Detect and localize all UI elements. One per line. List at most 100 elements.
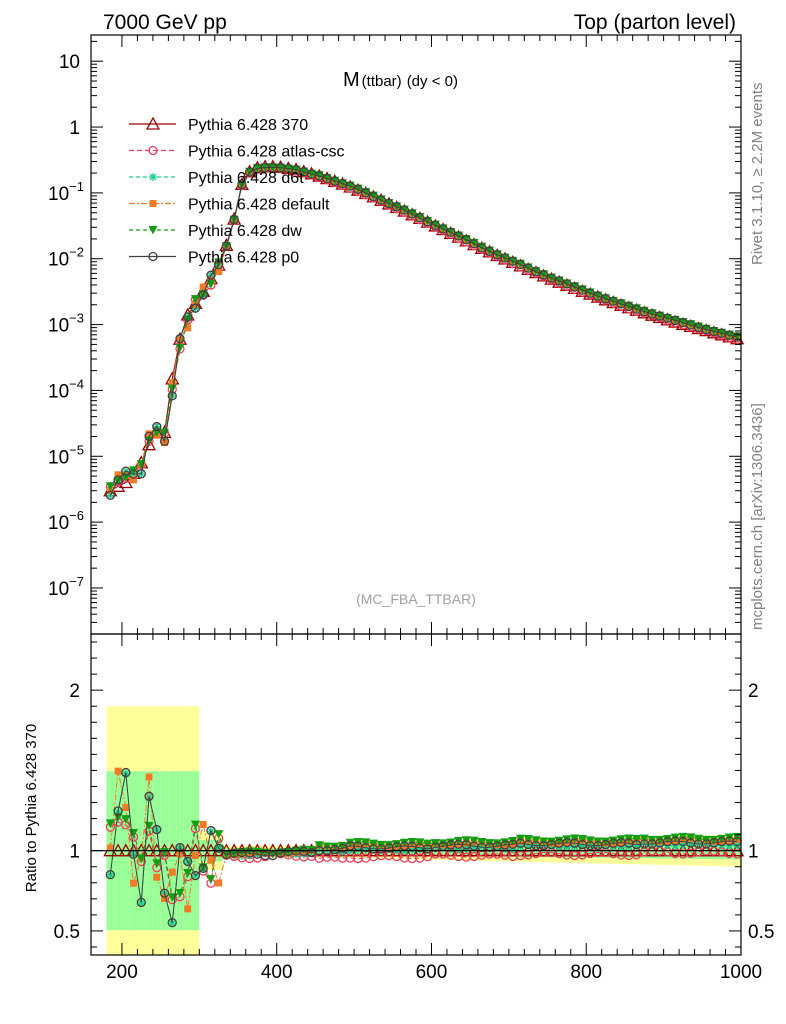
ratio-point-dw (361, 838, 371, 847)
point-default (145, 430, 153, 438)
y-tick-label: 10−5 (48, 442, 84, 468)
ratio-point-dw (330, 842, 340, 852)
point-p0 (422, 217, 433, 227)
ratio-point-dw (662, 834, 672, 844)
ratio-point-p0 (167, 917, 177, 928)
point-default (184, 324, 192, 332)
point-p0 (562, 279, 572, 289)
ratio-point-dw (314, 841, 324, 850)
point-p0 (523, 263, 533, 273)
header-left: 7000 GeV pp (103, 11, 227, 34)
ratio-point-p0 (105, 869, 115, 880)
ratio-point-dw (206, 875, 216, 884)
ratio-point-default (184, 905, 192, 913)
ratio-y-tick-label: 0.5 (54, 922, 80, 943)
ratio-y-tick-label: 2 (69, 681, 80, 702)
point-p0 (469, 239, 479, 249)
point-dw (121, 473, 131, 482)
ratio-point-default (130, 879, 138, 887)
ratio-point-dw (724, 833, 734, 843)
ratio-point-d6t (632, 841, 641, 850)
ratio-point-d6t (454, 845, 463, 854)
y-tick-label: 10−7 (48, 574, 84, 600)
ratio-point-p0 (113, 806, 123, 816)
ratio-point-dw (616, 835, 626, 844)
point-p0 (229, 214, 239, 225)
ratio-point-d6t (361, 844, 370, 853)
ratio-point-dw (121, 815, 131, 824)
point-p0 (144, 431, 154, 441)
x-tick-label: 600 (416, 962, 448, 983)
ratio-point-p0 (198, 863, 208, 873)
ratio-point-dw (523, 834, 533, 844)
ratio-point-default (199, 820, 207, 828)
ratio-point-dw (709, 835, 719, 845)
point-p0 (461, 235, 471, 245)
axes-group: 10−7 10−6 10−5 10−4 10−3 10−2 10−1 1 10 200 400 600… (48, 34, 774, 983)
ratio-point-p0 (175, 842, 185, 853)
ratio-point-p0 (159, 888, 170, 898)
y-tick-label: 10−2 (48, 245, 84, 271)
ratio-point-dw (577, 835, 587, 844)
ratio-point-p0 (121, 767, 131, 778)
ratio-point-default (176, 850, 184, 858)
point-p0 (136, 469, 146, 479)
ratio-point-p0 (144, 791, 154, 801)
ratio-line-dw (110, 816, 738, 899)
legend-marker-default (149, 200, 157, 207)
point-p0 (175, 333, 185, 344)
ratio-point-dw (601, 837, 611, 847)
ratio-point-default (161, 895, 169, 903)
ratio-point-dw (167, 893, 177, 902)
ratio-series-group (103, 767, 745, 928)
ratio-point-dw (105, 819, 115, 828)
ratio-point-d6t (671, 841, 680, 850)
ratio-point-default (191, 852, 199, 860)
y-tick-label: 10−4 (48, 376, 84, 402)
point-dw (190, 295, 200, 304)
point-p0 (392, 202, 402, 212)
point-default (130, 476, 138, 484)
rivet-label: Rivet 3.1.10, ≥ 2.2M events (749, 83, 766, 266)
point-p0 (206, 270, 216, 280)
point-p0 (361, 188, 371, 198)
ratio-point-d6t (137, 898, 146, 907)
y-tick-label: 10−1 (48, 179, 84, 205)
ratio-point-dw (686, 833, 696, 842)
point-p0 (399, 205, 410, 215)
legend-marker-p370 (145, 116, 161, 130)
plot-title: M (ttbar) (dy < 0) (343, 69, 458, 91)
x-tick-label: 800 (570, 962, 602, 983)
point-p0 (430, 220, 440, 230)
ratio-point-p0 (190, 870, 201, 881)
ratio-point-dw (632, 835, 642, 844)
ratio-point-dw (477, 837, 487, 847)
legend-marker-atlas (148, 145, 158, 156)
ratio-y-tick-label-right: 2 (748, 681, 759, 702)
point-p0 (190, 303, 201, 313)
legend-label-p370: Pythia 6.428 370 (188, 117, 308, 134)
ratio-point-d6t (617, 843, 626, 852)
point-p0 (484, 246, 495, 256)
ratio-point-p0 (183, 856, 193, 867)
ratio-point-dw (670, 833, 680, 843)
point-default (215, 268, 223, 276)
point-p0 (407, 209, 417, 219)
ratio-point-d6t (725, 841, 734, 850)
point-p0 (183, 312, 193, 322)
y-tick-label: 10 (59, 52, 80, 73)
legend-label-d6t: Pythia 6.428 d6t (188, 170, 304, 187)
point-p0 (500, 253, 510, 263)
legend-label-dw: Pythia 6.428 dw (188, 223, 302, 240)
point-p0 (492, 250, 502, 260)
ratio-point-dw (183, 869, 193, 878)
ratio-point-d6t (508, 845, 517, 854)
point-p0 (368, 191, 379, 202)
ratio-point-dw (113, 813, 123, 822)
legend-marker-p0 (148, 251, 158, 262)
ratio-point-default (215, 879, 223, 887)
ratio-point-d6t (562, 843, 571, 852)
ratio-point-dw (469, 836, 479, 846)
ratio-point-dw (717, 834, 727, 844)
legend-label-atlas: Pythia 6.428 atlas-csc (188, 144, 345, 161)
